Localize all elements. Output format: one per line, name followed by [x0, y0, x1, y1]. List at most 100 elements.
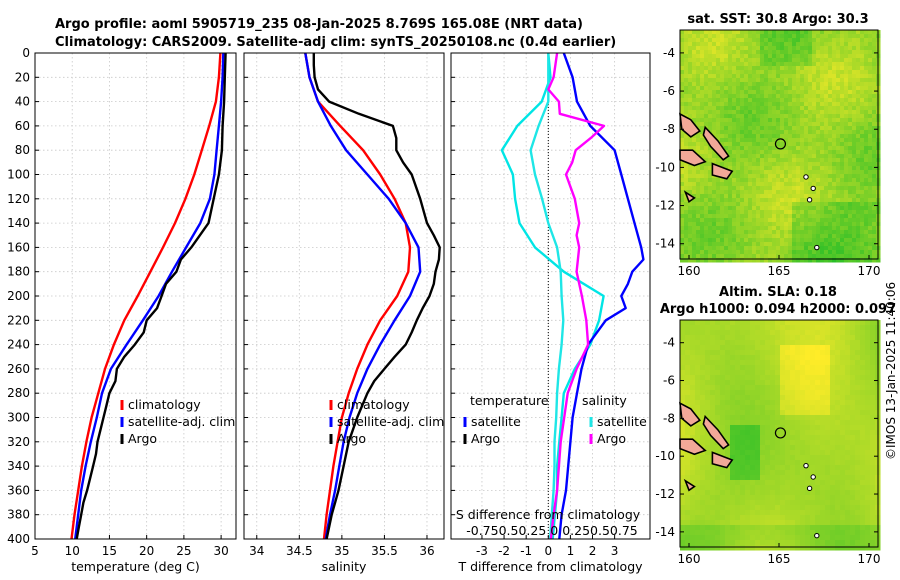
- map-cell: [852, 162, 857, 167]
- map-cell: [770, 515, 776, 521]
- map-cell: [680, 540, 686, 546]
- map-cell: [780, 246, 785, 251]
- map-cell: [800, 38, 805, 43]
- map-cell: [692, 86, 697, 91]
- map-cell: [868, 34, 873, 39]
- map-cell: [692, 138, 697, 143]
- map-cell: [724, 122, 729, 127]
- map-cell: [790, 520, 796, 526]
- map-cell: [845, 440, 851, 446]
- map-cell: [780, 530, 786, 536]
- map-cell: [790, 530, 796, 536]
- map-cell: [735, 320, 741, 326]
- map-cell: [756, 190, 761, 195]
- differences-panel: -3 -2 -1 0 1 2 3T difference from climatologyt…: [450, 52, 651, 574]
- map-cell: [752, 110, 757, 115]
- map-cell: [792, 218, 797, 223]
- map-cell: [796, 170, 801, 175]
- map-cell: [836, 206, 841, 211]
- map-cell: [680, 475, 686, 481]
- map-cell: [748, 146, 753, 151]
- map-cell: [820, 320, 826, 326]
- map-cell: [745, 420, 751, 426]
- map-cell: [860, 485, 866, 491]
- map-cell: [856, 222, 861, 227]
- map-cell: [836, 174, 841, 179]
- map-cell: [695, 340, 701, 346]
- map-cell: [828, 54, 833, 59]
- map-cell: [825, 390, 831, 396]
- map-cell: [812, 222, 817, 227]
- map-cell: [705, 320, 711, 326]
- map-cell: [828, 234, 833, 239]
- map-cell: [760, 330, 766, 336]
- map-cell: [724, 242, 729, 247]
- map-cell: [852, 238, 857, 243]
- map-cell: [688, 234, 693, 239]
- map-cell: [868, 90, 873, 95]
- map-cell: [780, 154, 785, 159]
- map-cell: [756, 178, 761, 183]
- map-cell: [845, 335, 851, 341]
- map-cell: [836, 194, 841, 199]
- map-cell: [728, 74, 733, 79]
- map-cell: [716, 54, 721, 59]
- map-cell: [800, 335, 806, 341]
- map-cell: [848, 214, 853, 219]
- map-cell: [865, 370, 871, 376]
- map-cell: [696, 234, 701, 239]
- map-cell: [772, 202, 777, 207]
- map-cell: [750, 405, 756, 411]
- x-tick-label: 15: [102, 544, 117, 558]
- map-cell: [764, 114, 769, 119]
- map-cell: [755, 360, 761, 366]
- map-cell: [848, 186, 853, 191]
- map-cell: [750, 440, 756, 446]
- map-cell: [712, 230, 717, 235]
- map-cell: [705, 340, 711, 346]
- map-cell: [844, 102, 849, 107]
- map-cell: [868, 50, 873, 55]
- map-cell: [812, 174, 817, 179]
- map-cell: [780, 335, 786, 341]
- map-cell: [852, 70, 857, 75]
- map-cell: [820, 50, 825, 55]
- map-cell: [788, 202, 793, 207]
- map-cell: [744, 42, 749, 47]
- map-cell: [845, 495, 851, 501]
- map-cell: [692, 218, 697, 223]
- map-cell: [688, 42, 693, 47]
- map-cell: [728, 198, 733, 203]
- map-cell: [764, 254, 769, 259]
- map-cell: [755, 510, 761, 516]
- map-cell: [745, 530, 751, 536]
- map-cell: [860, 142, 865, 147]
- map-cell: [768, 194, 773, 199]
- map-cell: [716, 250, 721, 255]
- map-cell: [745, 410, 751, 416]
- map-cell: [872, 250, 877, 255]
- map-cell: [708, 170, 713, 175]
- map-cell: [760, 500, 766, 506]
- map-cell: [865, 445, 871, 451]
- small-island: [814, 244, 820, 251]
- map-cell: [868, 230, 873, 235]
- map-cell: [816, 166, 821, 171]
- map-cell: [784, 58, 789, 63]
- map-cell: [872, 130, 877, 135]
- map-cell: [850, 505, 856, 511]
- map-cell: [800, 30, 805, 35]
- map-cell: [740, 102, 745, 107]
- map-cell: [855, 495, 861, 501]
- map-cell: [852, 166, 857, 171]
- map-cell: [835, 510, 841, 516]
- map-cell: [735, 510, 741, 516]
- map-cell: [825, 445, 831, 451]
- map-cell: [704, 94, 709, 99]
- map-cell: [770, 465, 776, 471]
- map-cell: [865, 365, 871, 371]
- map-cell: [844, 78, 849, 83]
- map-cell: [805, 415, 811, 421]
- x-tick-label: 34.5: [286, 544, 313, 558]
- map-cell: [776, 238, 781, 243]
